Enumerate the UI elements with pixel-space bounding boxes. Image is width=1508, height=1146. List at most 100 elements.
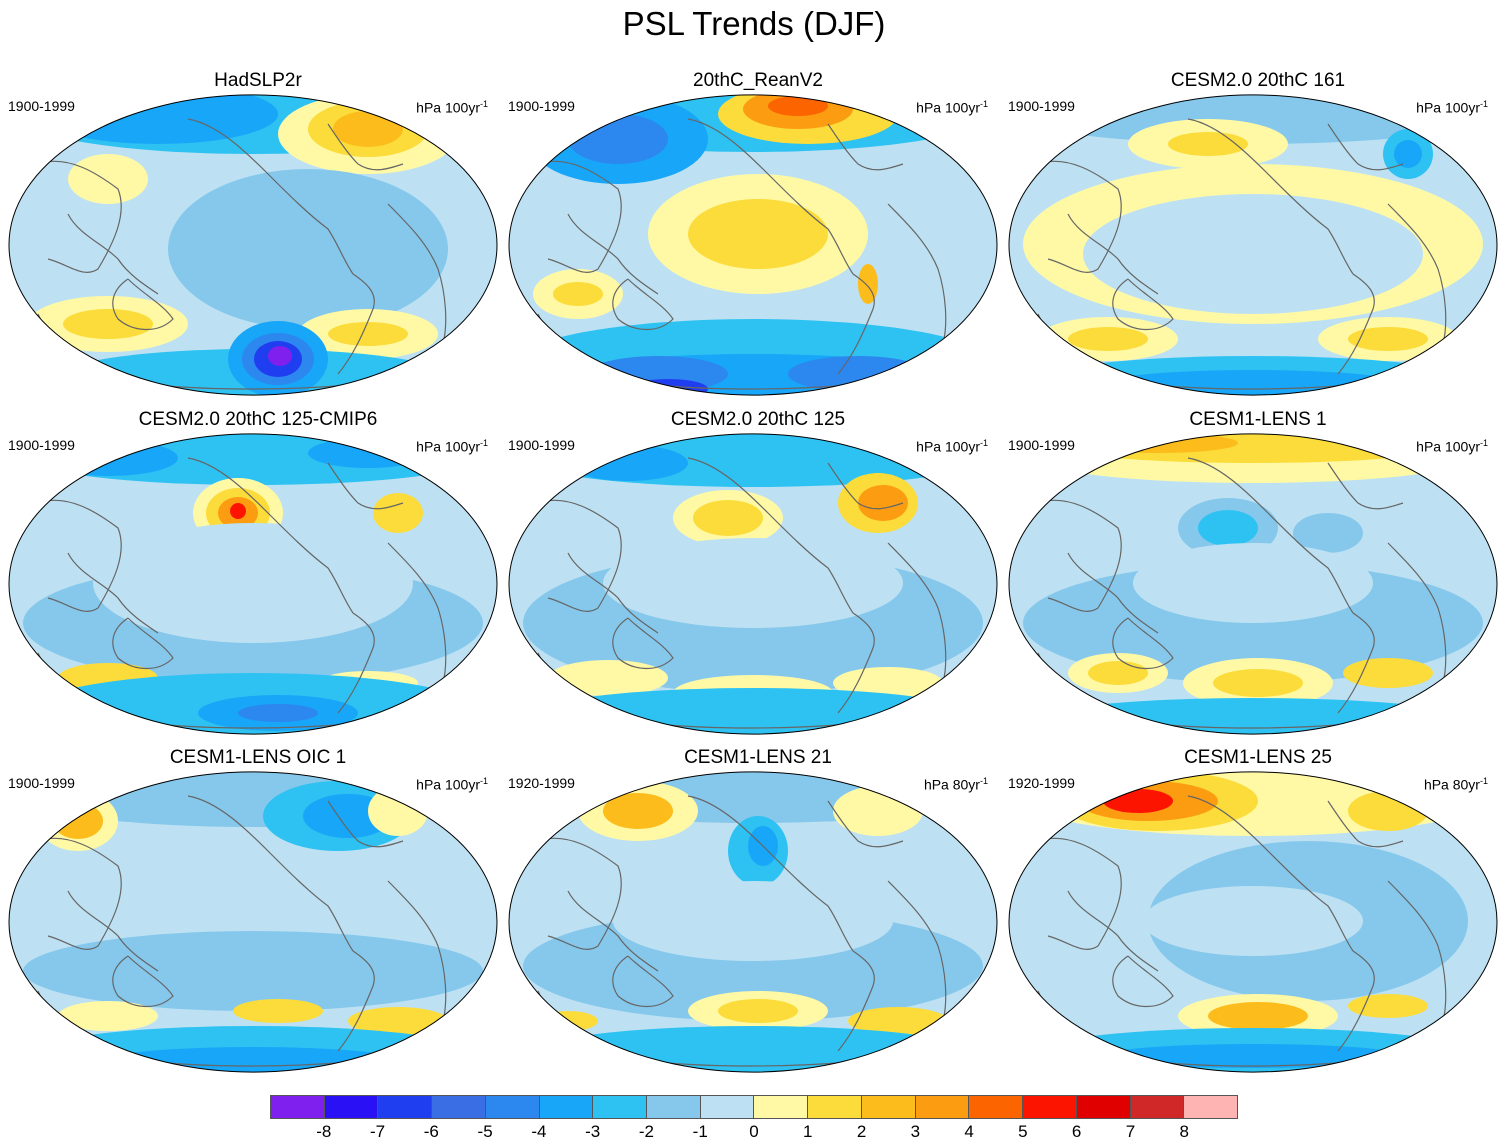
- trend-contour: [328, 322, 408, 346]
- colorbar-tick-label: -7: [369, 1122, 386, 1141]
- trend-contour: [1133, 543, 1373, 623]
- panel-title: CESM2.0 20thC 125: [670, 409, 846, 430]
- trend-contour: [1023, 698, 1483, 735]
- coastline: [112, 955, 174, 1008]
- coastline: [1067, 552, 1159, 634]
- trend-contour: [1103, 1044, 1403, 1068]
- trend-contour: [1103, 370, 1403, 396]
- trend-contour: [553, 282, 603, 306]
- map-panel: HadSLP2r 1900-1999 hPa 100yr-1: [8, 70, 508, 400]
- coastline: [387, 880, 447, 1022]
- trend-contour: [53, 803, 103, 839]
- trend-contour: [373, 493, 423, 533]
- panel-units: hPa 80yr-1: [1423, 776, 1488, 793]
- coastline: [1327, 123, 1404, 171]
- coastline: [337, 950, 375, 1052]
- map-border: [8, 94, 498, 396]
- colorbar-box: [432, 1096, 486, 1118]
- map-panel: CESM1-LENS OIC 1 1900-1999 hPa 100yr-1: [8, 747, 508, 1077]
- colorbar-box: [754, 1096, 809, 1118]
- trend-contour: [348, 1007, 448, 1035]
- trend-contour: [238, 704, 318, 722]
- trend-contour: [548, 660, 668, 696]
- map-border: [508, 771, 998, 1073]
- panel-period: 1900-1999: [1008, 98, 1075, 114]
- map-border: [8, 771, 498, 1073]
- colorbar-box: [378, 1096, 433, 1118]
- coastline: [1337, 273, 1375, 375]
- trend-contour: [718, 999, 798, 1023]
- panel-title: 20thC_ReanV2: [693, 70, 823, 91]
- colorbar-box: [808, 1096, 862, 1118]
- colorbar-tick-label: -4: [531, 1122, 547, 1141]
- trend-contour: [63, 309, 153, 339]
- panel-period: 1900-1999: [1008, 437, 1075, 453]
- map-panel: CESM1-LENS 1 1900-1999 hPa 100yr-1: [1008, 409, 1508, 739]
- panel-period: 1900-1999: [8, 775, 75, 791]
- map-border: [1008, 433, 1498, 735]
- map-border: [1008, 94, 1498, 396]
- colorbar-tick-label: 1: [803, 1122, 813, 1141]
- coastline: [537, 499, 622, 612]
- trend-contour: [1068, 327, 1148, 351]
- trend-contour: [268, 346, 292, 366]
- colorbar-box: [1076, 1096, 1131, 1118]
- coastline: [1327, 462, 1404, 510]
- trend-map: [1008, 433, 1498, 735]
- coastline: [1187, 118, 1354, 275]
- coastline: [1112, 617, 1174, 670]
- colorbar-box: [1184, 1096, 1237, 1118]
- trend-contour: [588, 356, 728, 392]
- coastline: [837, 273, 875, 375]
- trend-contour: [68, 154, 148, 204]
- coastline: [687, 795, 854, 952]
- panel-title: CESM2.0 20thC 125-CMIP6: [138, 409, 378, 430]
- map-panel: 20thC_ReanV2 1900-1999 hPa 100yr-1: [508, 70, 1008, 400]
- colorbar-tick-label: 7: [1125, 1122, 1136, 1141]
- coastline: [887, 880, 947, 1022]
- trend-contour: [38, 440, 178, 476]
- trend-contour: [230, 503, 246, 519]
- colorbar-box: [1023, 1096, 1077, 1118]
- trend-contour: [1394, 140, 1422, 168]
- panel-title: CESM1-LENS 1: [1189, 409, 1327, 430]
- trend-contour: [23, 931, 483, 1011]
- trend-map: [8, 771, 498, 1073]
- coastline: [1112, 955, 1174, 1008]
- trend-contour: [603, 793, 673, 829]
- coastline: [37, 160, 122, 273]
- coastline: [887, 203, 947, 345]
- trend-contour: [693, 500, 763, 536]
- colorbar: [270, 1095, 1238, 1119]
- trend-contour: [1198, 510, 1258, 546]
- coastline: [187, 795, 354, 952]
- panel-units: hPa 100yr-1: [916, 99, 988, 116]
- coastline: [37, 499, 122, 612]
- trend-map: [8, 94, 498, 396]
- coastline: [387, 542, 447, 684]
- panel-units: hPa 100yr-1: [1416, 99, 1488, 116]
- coastline: [1067, 213, 1159, 295]
- trend-contour: [768, 96, 828, 116]
- coastline: [612, 617, 674, 670]
- coastline: [612, 955, 674, 1008]
- colorbar-tick-label: -6: [423, 1122, 439, 1141]
- coastline: [327, 123, 404, 171]
- coastline: [612, 278, 674, 331]
- coastline: [1037, 499, 1122, 612]
- panel-units: hPa 100yr-1: [416, 99, 488, 116]
- colorbar-tick-label: 5: [1018, 1122, 1028, 1141]
- colorbar-tick-label: 0: [749, 1122, 759, 1141]
- coastline: [827, 462, 904, 510]
- trend-contour: [568, 114, 668, 164]
- figure-title: PSL Trends (DJF): [622, 5, 886, 42]
- coastline: [567, 213, 659, 295]
- trend-contour: [568, 445, 688, 481]
- coastline: [327, 462, 404, 510]
- colorbar-box: [324, 1096, 379, 1118]
- colorbar-box: [969, 1096, 1024, 1118]
- trend-map: [1008, 771, 1498, 1073]
- trend-contour: [233, 999, 323, 1023]
- coastline: [837, 950, 875, 1052]
- coastline: [1187, 795, 1354, 952]
